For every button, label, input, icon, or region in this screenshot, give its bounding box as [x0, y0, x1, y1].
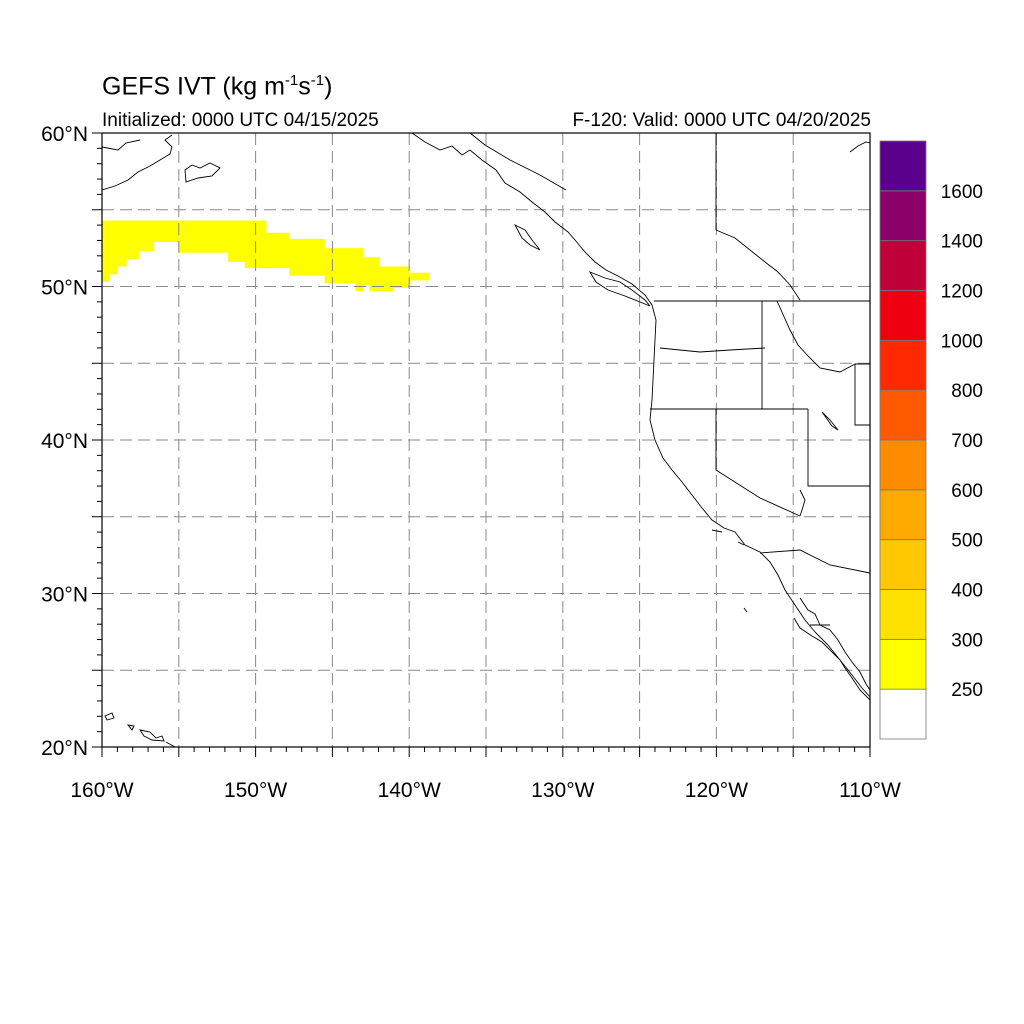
colorbar-swatch [879, 339, 927, 391]
colorbar-swatch [879, 140, 927, 192]
colorbar-label: 250 [951, 680, 983, 701]
lat-label: 60°N [41, 123, 88, 146]
colorbar-swatch [879, 638, 927, 690]
lon-label: 140°W [378, 779, 441, 802]
lat-label: 40°N [41, 430, 88, 453]
ivt-250-300-area [102, 220, 430, 292]
colorbar-swatch [879, 688, 927, 740]
colorbar-label: 1200 [941, 282, 983, 303]
colorbar-label: 1000 [941, 331, 983, 352]
colorbar-label: 1600 [941, 182, 983, 203]
valid-time: F-120: Valid: 0000 UTC 04/20/2025 [572, 110, 871, 131]
colorbar-label: 500 [951, 531, 983, 552]
colorbar-swatch [879, 589, 927, 640]
lon-label: 160°W [70, 779, 133, 802]
plot-title: GEFS IVT (kg m-1s-1) [102, 72, 333, 101]
lat-label: 20°N [41, 737, 88, 760]
lon-label: 130°W [531, 779, 594, 802]
colorbar-label: 300 [951, 630, 983, 651]
colorbar-swatch [879, 489, 927, 541]
ivt-shading [102, 220, 430, 292]
colorbar-label: 700 [951, 431, 983, 452]
colorbar-label: 1400 [941, 232, 983, 253]
lat-label: 50°N [41, 277, 88, 300]
lon-label: 110°W [839, 779, 901, 802]
coastlines-and-borders [102, 133, 870, 747]
map-axes: 60°N 50°N 40°N 30°N 20°N 160°W 150°W 140°W 130°W… [41, 123, 901, 802]
colorbar-swatch [879, 190, 927, 242]
graticule [102, 133, 870, 747]
colorbar-label: 400 [951, 581, 983, 602]
ivt-colorbar: 250 300 400 500 600 700 800 1000 1200 1400 1600 [879, 140, 983, 740]
initialized-time: Initialized: 0000 UTC 04/15/2025 [102, 110, 379, 131]
colorbar-label: 600 [951, 481, 983, 502]
colorbar-swatch [879, 539, 927, 590]
colorbar-swatch [879, 290, 927, 341]
lat-label: 30°N [41, 584, 88, 607]
lon-label: 150°W [224, 779, 287, 802]
colorbar-swatch [879, 389, 927, 441]
colorbar-swatch [879, 439, 927, 491]
lon-label: 120°W [685, 779, 748, 802]
colorbar-label: 800 [951, 381, 983, 402]
colorbar-swatch [879, 240, 927, 291]
